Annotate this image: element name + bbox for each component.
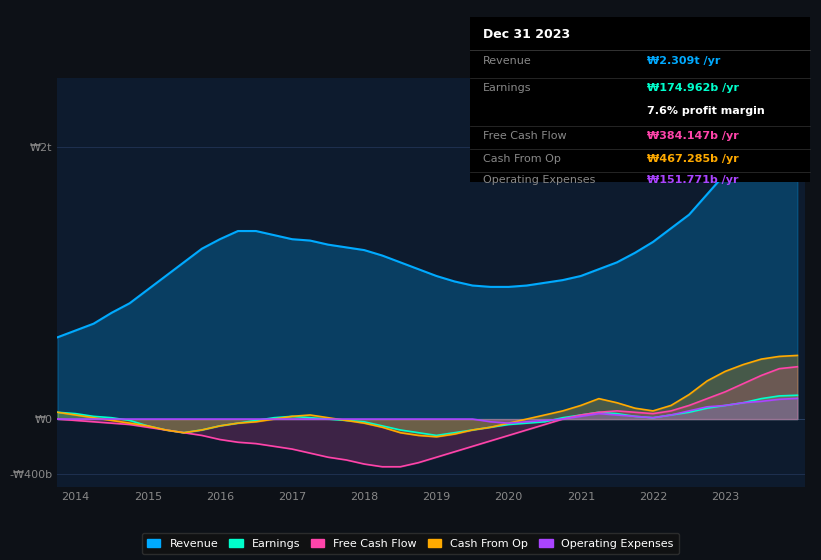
Text: ₩467.285b /yr: ₩467.285b /yr (647, 154, 739, 164)
Text: Earnings: Earnings (484, 83, 532, 93)
Text: ₩174.962b /yr: ₩174.962b /yr (647, 83, 739, 93)
Text: Dec 31 2023: Dec 31 2023 (484, 29, 571, 41)
Text: ₩384.147b /yr: ₩384.147b /yr (647, 131, 739, 141)
Text: ₩151.771b /yr: ₩151.771b /yr (647, 175, 738, 185)
Text: 7.6% profit margin: 7.6% profit margin (647, 106, 764, 116)
Text: ₩2.309t /yr: ₩2.309t /yr (647, 57, 720, 67)
Text: Cash From Op: Cash From Op (484, 154, 561, 164)
Text: Operating Expenses: Operating Expenses (484, 175, 595, 185)
Text: Revenue: Revenue (484, 57, 532, 67)
Legend: Revenue, Earnings, Free Cash Flow, Cash From Op, Operating Expenses: Revenue, Earnings, Free Cash Flow, Cash … (141, 533, 680, 554)
Text: Free Cash Flow: Free Cash Flow (484, 131, 566, 141)
